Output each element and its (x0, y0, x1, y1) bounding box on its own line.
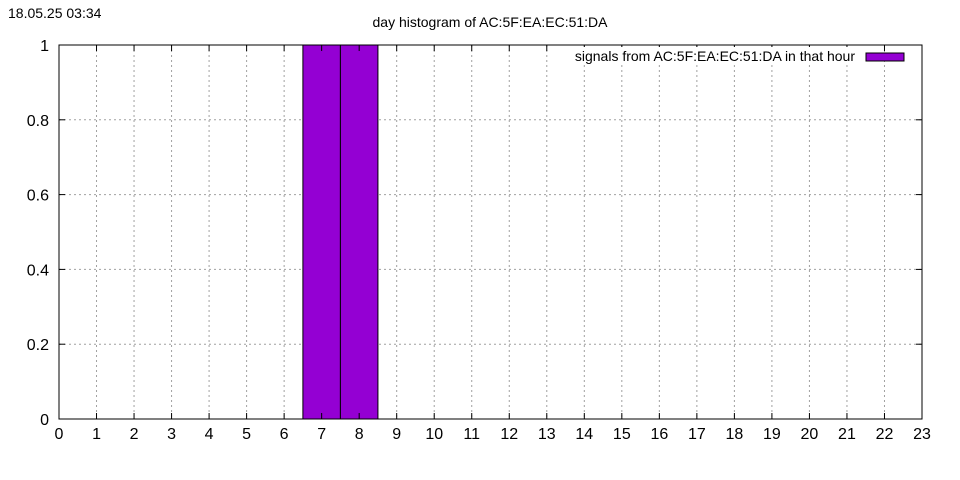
y-tick-label: 1 (40, 38, 49, 55)
x-tick-label: 23 (913, 426, 931, 443)
y-tick-label: 0.4 (27, 262, 49, 279)
x-tick-label: 20 (801, 426, 819, 443)
x-tick-label: 5 (242, 426, 251, 443)
y-tick-label: 0.2 (27, 337, 49, 354)
legend-label: signals from AC:5F:EA:EC:51:DA in that h… (575, 48, 855, 64)
x-tick-label: 6 (280, 426, 289, 443)
chart-title: day histogram of AC:5F:EA:EC:51:DA (373, 14, 609, 30)
x-tick-label: 15 (613, 426, 631, 443)
x-axis-ticks: 0 1 2 3 4 5 6 7 8 9 10 11 12 13 14 15 16 17 18 19 20 21 22 23 (55, 45, 931, 443)
x-tick-label: 14 (575, 426, 593, 443)
x-tick-label: 19 (763, 426, 781, 443)
x-tick-label: 10 (425, 426, 443, 443)
x-tick-label: 13 (538, 426, 556, 443)
x-tick-label: 11 (463, 426, 480, 443)
bars-group (302, 44, 379, 420)
x-tick-label: 4 (205, 426, 214, 443)
grid-lines (59, 45, 922, 419)
plot-frame (58, 44, 923, 420)
legend: signals from AC:5F:EA:EC:51:DA in that h… (572, 47, 905, 65)
x-tick-label: 8 (355, 426, 364, 443)
legend-background (572, 47, 858, 65)
x-tick-label: 7 (317, 426, 326, 443)
x-tick-label: 1 (92, 426, 101, 443)
x-tick-label: 12 (500, 426, 518, 443)
x-tick-label: 17 (688, 426, 706, 443)
x-tick-label: 9 (392, 426, 401, 443)
x-tick-label: 21 (838, 426, 856, 443)
y-tick-label: 0.8 (27, 113, 49, 130)
histogram-bar (339, 44, 379, 420)
legend-swatch (865, 52, 905, 62)
timestamp-label: 18.05.25 03:34 (8, 5, 102, 21)
x-tick-label: 18 (725, 426, 743, 443)
x-tick-label: 16 (650, 426, 668, 443)
y-tick-label: 0.6 (27, 188, 49, 205)
plot-border (58, 44, 923, 420)
x-tick-label: 3 (167, 426, 176, 443)
x-tick-label: 22 (876, 426, 894, 443)
y-axis-ticks: 0 0.2 0.4 0.6 0.8 1 (27, 38, 922, 429)
histogram-bar (302, 44, 341, 420)
x-tick-label: 2 (130, 426, 139, 443)
x-tick-label: 0 (55, 426, 64, 443)
y-tick-label: 0 (40, 412, 49, 429)
